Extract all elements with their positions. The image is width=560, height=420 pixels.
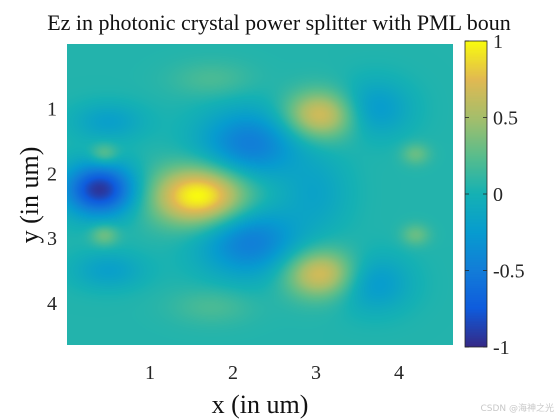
y-axis-label: y (in um) (15, 147, 44, 244)
x-axis-ticks: 1 2 3 4 (145, 362, 404, 384)
colorbar-ticks: 1 0.5 0 -0.5 -1 (465, 31, 525, 359)
colorbar-tick-label: 0 (493, 184, 503, 206)
y-tick-label: 4 (47, 293, 57, 315)
y-axis-ticks: 1 2 3 4 (47, 99, 57, 315)
x-tick-label: 3 (311, 362, 321, 384)
y-tick-label: 2 (47, 163, 57, 185)
colorbar: 1 0.5 0 -0.5 -1 (464, 31, 525, 359)
y-tick-label: 1 (47, 99, 57, 121)
colorbar-tick-label: -1 (493, 337, 510, 359)
colorbar-tick-label: 1 (493, 31, 503, 53)
x-axis-label: x (in um) (212, 390, 309, 419)
x-tick-label: 1 (145, 362, 155, 384)
heatmap-surface (67, 44, 453, 345)
y-tick-label: 3 (47, 228, 57, 250)
watermark: CSDN @海神之光 (480, 404, 554, 414)
x-tick-label: 2 (228, 362, 238, 384)
chart-title: Ez in photonic crystal power splitter wi… (47, 10, 511, 35)
colorbar-gradient (465, 41, 487, 347)
plot-area (67, 44, 453, 345)
colorbar-tick-label: 0.5 (493, 108, 518, 130)
colorbar-tick-label: -0.5 (493, 261, 525, 283)
x-tick-label: 4 (394, 362, 404, 384)
